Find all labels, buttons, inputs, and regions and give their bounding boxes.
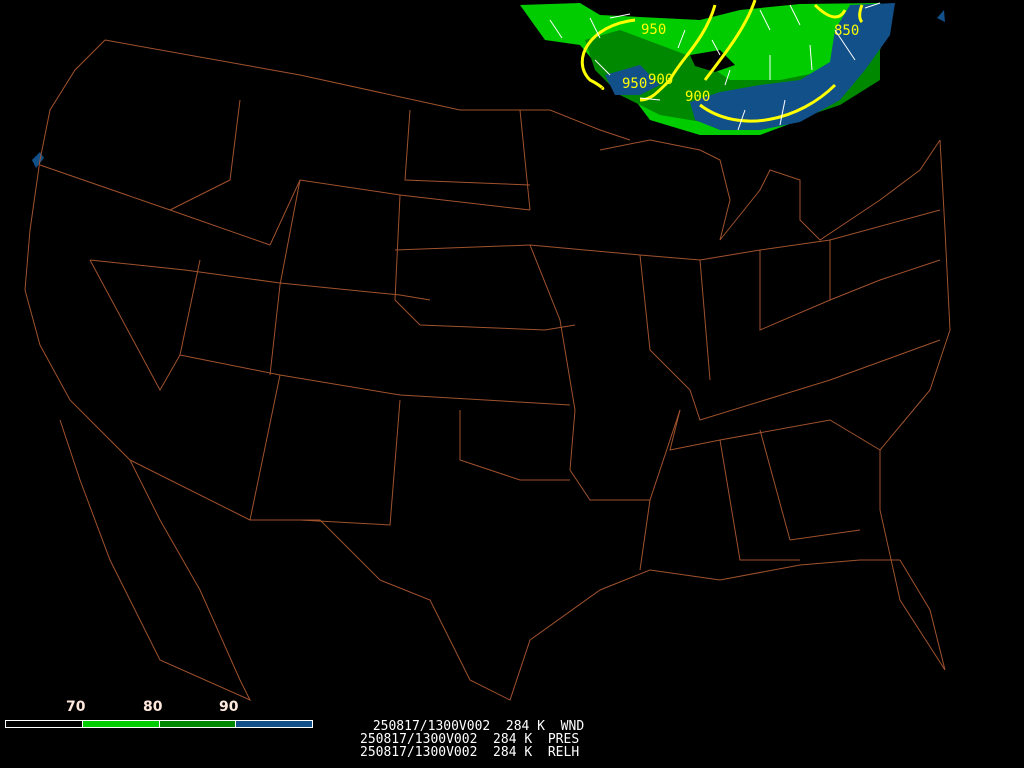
contour-labels: 950 900 950 900 850 <box>622 22 859 105</box>
colorbar-segment-4 <box>235 720 313 728</box>
wind-barbs <box>549 2 881 131</box>
colorbar-segment-2 <box>82 720 160 728</box>
info-line-wnd: 250817/1300V002 284 K WND <box>365 719 585 734</box>
contour-label: 900 <box>648 72 673 88</box>
gulf-coast <box>250 519 900 701</box>
contour-label: 950 <box>622 76 647 92</box>
country-outline <box>24 39 252 702</box>
colorbar-segment-1 <box>5 720 83 728</box>
pressure-contours <box>580 0 864 123</box>
rh-90plus-west <box>605 65 660 95</box>
colorbar-segment-3 <box>159 720 236 728</box>
canada-border <box>104 39 631 141</box>
info-line-pres: 250817/1300V002 284 K PRES <box>360 732 580 747</box>
contour-label: 900 <box>685 89 710 105</box>
rh-90plus <box>690 3 895 130</box>
state-borders <box>24 39 951 702</box>
colorbar-label: 80 <box>143 699 163 715</box>
contour-label: 950 <box>641 22 666 38</box>
great-lakes <box>599 139 941 241</box>
rh-spot-ne <box>937 10 945 22</box>
info-text: 250817/1300V002 284 K WND 250817/1300V002… <box>360 720 584 759</box>
colorbar-label: 90 <box>219 699 239 715</box>
rh-fill <box>32 3 945 168</box>
info-line-relh: 250817/1300V002 284 K RELH <box>360 745 580 760</box>
colorbar-label: 70 <box>66 699 86 715</box>
east-coast <box>879 139 951 671</box>
contour-label: 850 <box>834 23 859 39</box>
